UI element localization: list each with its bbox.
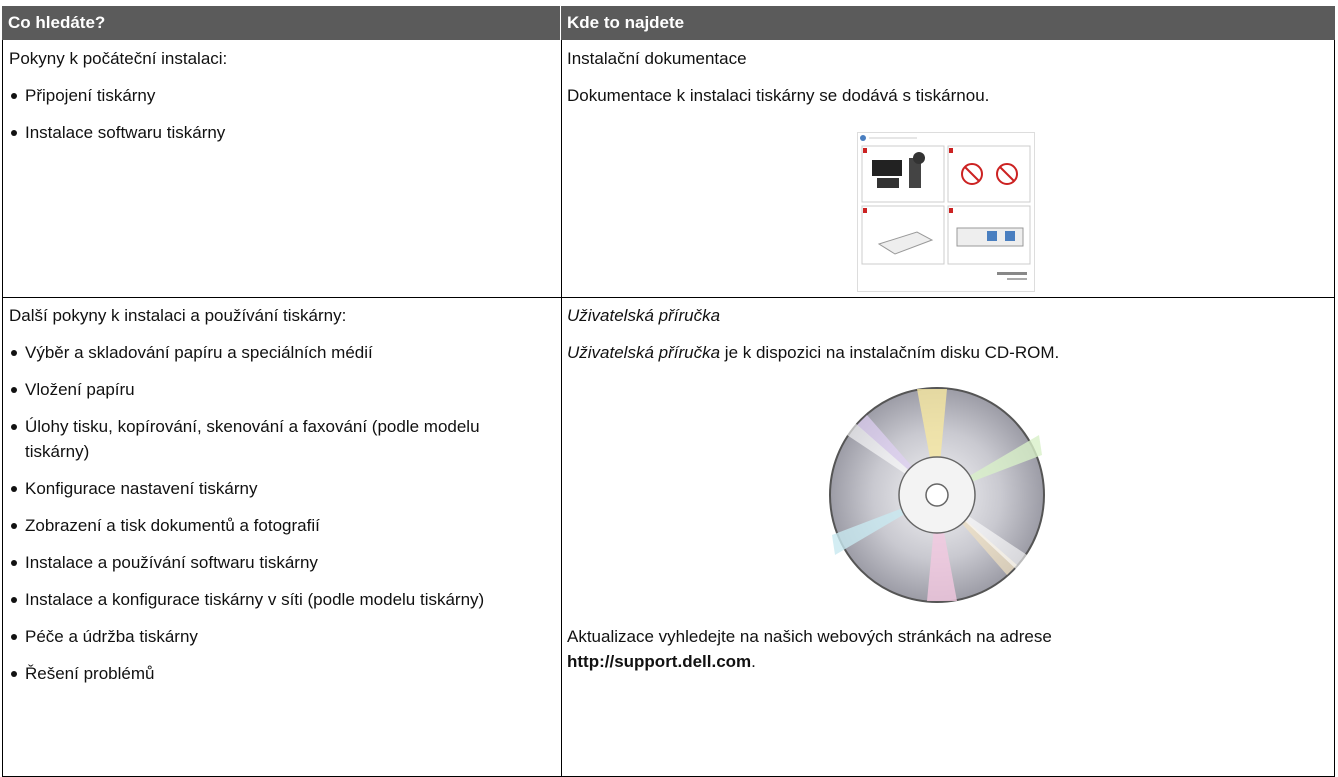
- header-cell: Kde to najdete: [561, 6, 1335, 40]
- list-item: Výběr a skladování papíru a speciálních …: [9, 340, 555, 365]
- text: Dokumentace k instalaci tiskárny se dodá…: [567, 86, 990, 105]
- text-span: .: [751, 652, 756, 671]
- text-span: je k dispozici na instalačním disku CD-R…: [720, 343, 1060, 362]
- header-cell: Co hledáte?: [2, 6, 561, 40]
- text-span: Aktualizace vyhledejte na našich webovýc…: [567, 627, 1052, 646]
- cell: Pokyny k počáteční instalaci: Připojení …: [2, 40, 562, 298]
- list-item: Řešení problémů: [9, 661, 555, 686]
- title: Uživatelská příručka: [567, 306, 721, 325]
- cell: Uživatelská příručka Uživatelská příručk…: [561, 297, 1335, 777]
- list: Připojení tiskárny Instalace softwaru ti…: [9, 83, 555, 145]
- cell: Instalační dokumentace Dokumentace k ins…: [561, 40, 1335, 298]
- italic-text: Uživatelská příručka: [567, 343, 721, 362]
- cell: Další pokyny k instalaci a používání tis…: [2, 297, 562, 777]
- list-item: Připojení tiskárny: [9, 83, 555, 108]
- list-item: Vložení papíru: [9, 377, 555, 402]
- list-item: Instalace a používání softwaru tiskárny: [9, 550, 555, 575]
- update-text: Aktualizace vyhledejte na našich webovýc…: [567, 624, 1167, 674]
- cd-illustration: [829, 387, 1045, 603]
- intro: Další pokyny k instalaci a používání tis…: [9, 306, 347, 325]
- list-item: Instalace a konfigurace tiskárny v síti …: [9, 587, 555, 612]
- list-item: Konfigurace nastavení tiskárny: [9, 476, 555, 501]
- list-item: Instalace softwaru tiskárny: [9, 120, 555, 145]
- link[interactable]: http://support.dell.com: [567, 652, 752, 671]
- list-item: Úlohy tisku, kopírování, skenování a fax…: [9, 414, 555, 464]
- text: Uživatelská příručka je k dispozici na i…: [567, 340, 1328, 365]
- list: Výběr a skladování papíru a speciálních …: [9, 340, 555, 686]
- setup-illustration: [857, 132, 1035, 292]
- list-item: Zobrazení a tisk dokumentů a fotografií: [9, 513, 555, 538]
- intro: Pokyny k počáteční instalaci:: [9, 49, 228, 68]
- title: Instalační dokumentace: [567, 49, 747, 68]
- list-item: Péče a údržba tiskárny: [9, 624, 555, 649]
